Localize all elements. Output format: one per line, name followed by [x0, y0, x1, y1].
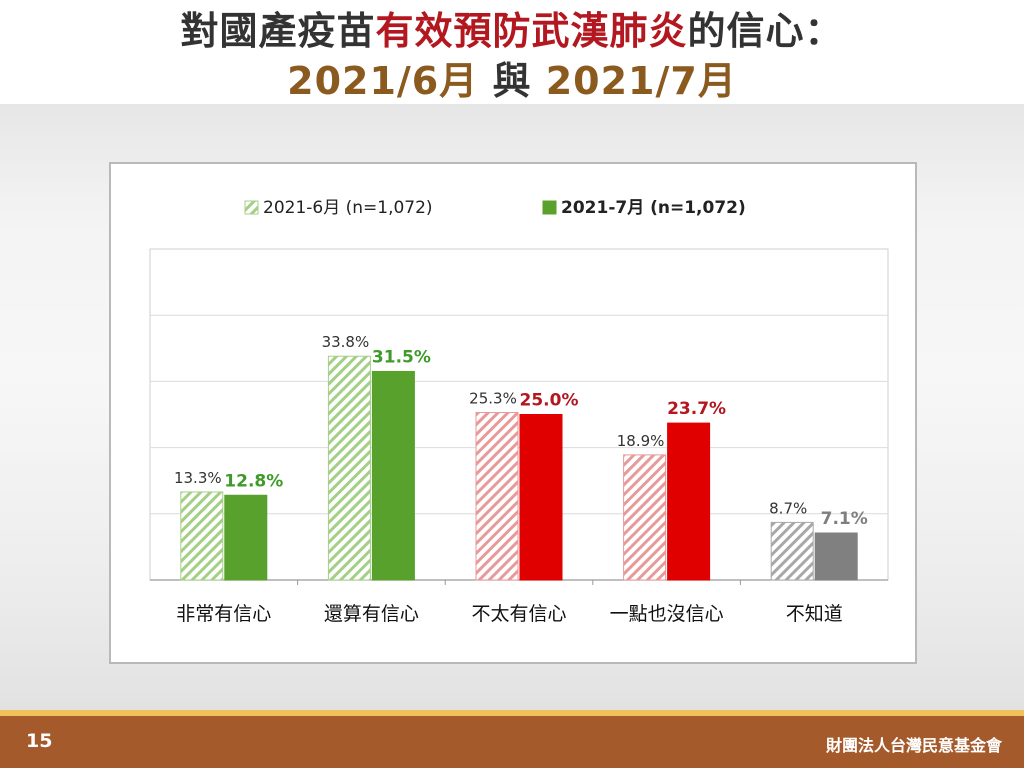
category-label: 不知道: [786, 603, 843, 625]
legend-label: 2021-7月 (n=1,072): [561, 198, 746, 218]
category-label: 還算有信心: [324, 603, 419, 625]
bar-jun: [180, 491, 224, 581]
data-label-jul: 12.8%: [224, 471, 283, 491]
data-label-jul: 7.1%: [821, 509, 868, 529]
subtitle-date-2: 2021/7月: [545, 59, 737, 103]
organization-name: 財團法人台灣民意基金會: [825, 736, 1002, 755]
bar-jul: [224, 494, 268, 581]
legend-label: 2021-6月 (n=1,072): [263, 198, 433, 218]
data-label-jun: 13.3%: [174, 469, 222, 487]
title-part-1: 對國產疫苗: [180, 9, 376, 53]
slide-title: 對國產疫苗有效預防武漢肺炎的信心：: [0, 8, 1024, 54]
footer-bar: [0, 716, 1024, 768]
data-label-jun: 18.9%: [617, 432, 665, 450]
footer-accent-line: [0, 710, 1024, 716]
subtitle-conjunction: 與: [492, 59, 532, 103]
data-label-jun: 33.8%: [322, 333, 370, 351]
data-label-jun: 8.7%: [769, 499, 807, 517]
data-label-jul: 23.7%: [667, 399, 726, 419]
bar-jun: [475, 412, 519, 581]
legend-swatch: [542, 200, 557, 215]
bar-jul: [371, 370, 415, 581]
title-part-3: 的信心：: [687, 9, 844, 53]
data-label-jul: 25.0%: [520, 391, 579, 411]
title-highlight: 有效預防武漢肺炎: [375, 9, 688, 53]
bar-jun: [770, 521, 814, 581]
bar-jul: [519, 414, 563, 581]
legend-swatch: [244, 200, 259, 215]
bar-jun: [327, 355, 371, 581]
bar-chart: 2021-6月 (n=1,072) 2021-7月 (n=1,072)13.3% 1…: [149, 198, 889, 625]
data-label-jun: 25.3%: [469, 390, 517, 408]
subtitle-date-1: 2021/6月: [287, 59, 479, 103]
bar-jul: [814, 532, 858, 581]
chart-legend: 2021-6月 (n=1,072) 2021-7月 (n=1,072): [244, 198, 746, 218]
data-label-jul: 31.5%: [372, 347, 431, 367]
category-label: 一點也沒信心: [610, 603, 724, 625]
category-label: 非常有信心: [176, 603, 271, 625]
chart-frame: 2021-6月 (n=1,072) 2021-7月 (n=1,072) 13.3% 1…: [109, 162, 917, 664]
category-label: 不太有信心: [471, 603, 566, 625]
slide-subtitle: 2021/6月 與 2021/7月: [0, 58, 1024, 104]
bar-jun: [623, 454, 667, 581]
bar-jul: [667, 422, 711, 581]
page-number: 15: [26, 730, 53, 752]
